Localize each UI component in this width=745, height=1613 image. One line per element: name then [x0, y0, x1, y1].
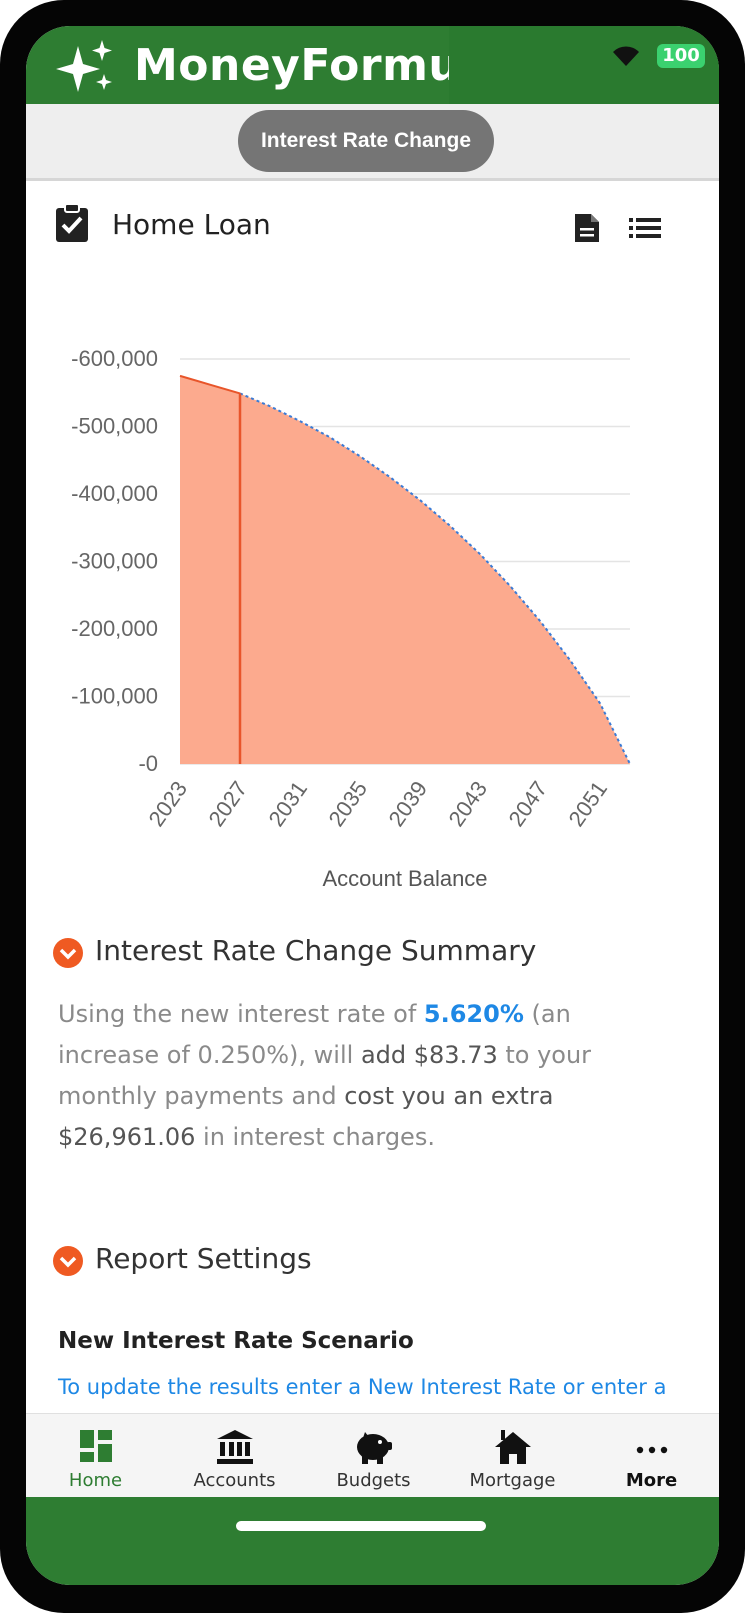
- bank-icon: [216, 1430, 253, 1464]
- summary-text: Using the new interest rate of 5.620% (a…: [58, 994, 678, 1158]
- app-header: MoneyFormula 100: [26, 26, 719, 104]
- battery-indicator: 100: [657, 44, 705, 68]
- x-tick-label: 2047: [504, 777, 553, 831]
- nav-label: Home: [68, 1470, 123, 1491]
- nav-label: Budgets: [336, 1470, 411, 1491]
- nav-label: Accounts: [193, 1470, 276, 1491]
- clipboard-check-icon: [56, 203, 88, 242]
- home-indicator[interactable]: [236, 1521, 486, 1531]
- house-icon: [494, 1430, 531, 1464]
- nav-label: More: [625, 1470, 678, 1491]
- y-tick-label: -100,000: [71, 684, 158, 709]
- actual-balance-line: [179, 374, 241, 395]
- bottom-nav: Home Accounts: [26, 1413, 719, 1498]
- summary-text-part: to your monthly payments and: [58, 1041, 592, 1110]
- report-toolbar: Interest Rate Change: [26, 104, 719, 181]
- nav-home[interactable]: Home: [26, 1414, 165, 1498]
- x-tick-label: 2039: [384, 777, 433, 831]
- home-bar-area: [26, 1497, 719, 1585]
- x-tick-label: 2043: [444, 777, 493, 831]
- y-tick-label: -600,000: [71, 346, 158, 371]
- balance-area: [180, 375, 630, 764]
- settings-title: Report Settings: [95, 1242, 312, 1275]
- sparkles-icon: [56, 40, 112, 92]
- status-bar: 100: [449, 26, 719, 104]
- more-dots-icon: [636, 1446, 667, 1454]
- summary-toggle[interactable]: [53, 938, 83, 968]
- nav-mortgage[interactable]: Mortgage: [443, 1414, 582, 1498]
- monthly-increase: add $83.73: [360, 1041, 498, 1069]
- card-title: Home Loan: [112, 208, 271, 241]
- new-rate-value: 5.620%: [423, 1000, 524, 1028]
- nav-label: Mortgage: [469, 1470, 556, 1491]
- scenario-hint-link[interactable]: To update the results enter a New Intere…: [58, 1375, 667, 1399]
- y-tick-label: -0: [138, 751, 158, 776]
- y-tick-label: -200,000: [71, 616, 158, 641]
- scenario-title: New Interest Rate Scenario: [58, 1328, 414, 1354]
- y-tick-label: -500,000: [71, 414, 158, 439]
- y-tick-label: -300,000: [71, 549, 158, 574]
- nav-more[interactable]: More: [582, 1414, 719, 1498]
- chevron-down-icon: [59, 948, 77, 960]
- summary-text-part: (an increase of 0.250%), will: [58, 1000, 571, 1069]
- projected-balance-line: [239, 392, 631, 765]
- report-type-button[interactable]: Interest Rate Change: [238, 110, 494, 172]
- nav-budgets[interactable]: Budgets: [304, 1414, 443, 1498]
- wifi-icon: [613, 46, 639, 66]
- settings-toggle[interactable]: [53, 1246, 83, 1276]
- summary-title: Interest Rate Change Summary: [95, 934, 537, 967]
- x-tick-label: 2023: [144, 777, 193, 831]
- screen: MoneyFormula 100 Interest Rate Change Ho…: [26, 26, 719, 1585]
- y-axis-ticks: -0 -100,000 -200,000 -300,000 -400,000 -500,0…: [71, 346, 158, 776]
- nav-accounts[interactable]: Accounts: [165, 1414, 304, 1498]
- x-tick-label: 2027: [204, 777, 253, 831]
- balance-chart: -0 -100,000 -200,000 -300,000 -400,000 -500,0…: [71, 346, 631, 891]
- home-grid-icon: [79, 1430, 112, 1462]
- app-title: MoneyFormula: [134, 40, 507, 91]
- list-icon[interactable]: [629, 216, 661, 240]
- extra-interest-cost: cost you an extra $26,961.06: [58, 1082, 554, 1151]
- x-tick-label: 2051: [564, 777, 613, 831]
- y-tick-label: -400,000: [71, 481, 158, 506]
- summary-text-part: in interest charges.: [195, 1123, 435, 1151]
- document-icon[interactable]: [573, 212, 601, 244]
- x-tick-label: 2031: [264, 777, 313, 831]
- summary-text-part: Using the new interest rate of: [58, 1000, 424, 1028]
- x-axis-label: Account Balance: [322, 866, 487, 891]
- x-tick-label: 2035: [324, 777, 373, 831]
- x-axis-ticks: 2023 2027 2031 2035 2039 2043 2047 2051: [144, 777, 613, 831]
- piggy-bank-icon: [356, 1432, 392, 1464]
- chevron-down-icon: [59, 1256, 77, 1268]
